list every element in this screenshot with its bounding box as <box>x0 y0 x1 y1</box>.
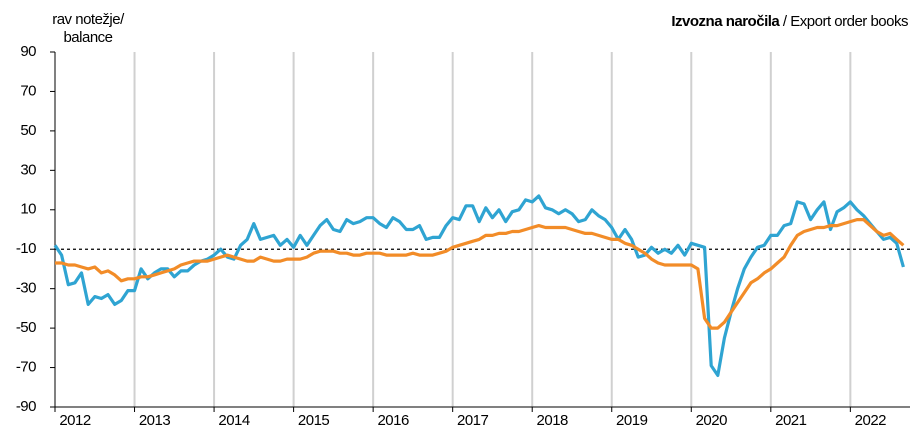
y-tick-label: -70 <box>16 359 36 376</box>
x-tick-label: 2013 <box>139 412 171 429</box>
y-axis-label: rav notežje/ <box>52 11 125 28</box>
series-line <box>53 194 905 377</box>
y-tick-label: -10 <box>16 240 36 257</box>
y-tick-label: 10 <box>20 201 36 218</box>
y-axis-label: balance <box>63 29 112 46</box>
y-tick-label: -90 <box>16 398 36 415</box>
title-rest: / Export order books <box>783 13 908 30</box>
y-tick-label: 50 <box>20 122 36 139</box>
x-tick-label: 2012 <box>59 412 91 429</box>
y-tick-label: 90 <box>20 43 36 60</box>
x-tick-label: 2017 <box>457 412 489 429</box>
y-tick-label: 30 <box>20 161 36 178</box>
y-tick-label: -30 <box>16 280 36 297</box>
x-tick-label: 2016 <box>377 412 409 429</box>
x-tick-label: 2020 <box>696 412 728 429</box>
x-tick-label: 2018 <box>537 412 569 429</box>
x-tick-label: 2022 <box>855 412 887 429</box>
x-tick-label: 2021 <box>775 412 807 429</box>
series-line <box>55 218 905 330</box>
title-bold: Izvozna naročila <box>671 13 780 30</box>
y-tick-label: -50 <box>16 319 36 336</box>
chart-title: Izvozna naročila / Export order books <box>671 13 908 30</box>
x-tick-label: 2019 <box>616 412 648 429</box>
y-tick-label: 70 <box>20 82 36 99</box>
x-tick-label: 2014 <box>218 412 250 429</box>
x-tick-label: 2015 <box>298 412 330 429</box>
